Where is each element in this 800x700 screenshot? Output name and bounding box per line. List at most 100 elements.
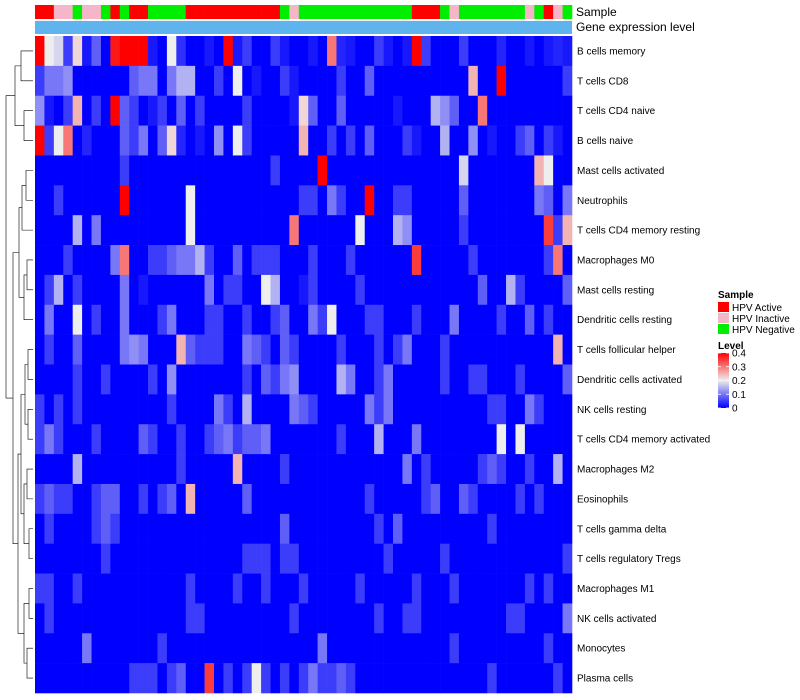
- heatmap-cell: [232, 543, 243, 574]
- sample-annotation-cell: [336, 5, 347, 19]
- heatmap-cell: [100, 573, 111, 604]
- heatmap-cell: [289, 663, 300, 694]
- heatmap-cell: [336, 155, 347, 186]
- row-label: T cells CD4 memory resting: [577, 226, 700, 237]
- dendrogram-branch: [14, 65, 24, 126]
- sample-annotation-cell: [430, 5, 441, 19]
- heatmap-cell: [157, 215, 168, 246]
- heatmap-cell: [317, 215, 328, 246]
- heatmap-cell: [44, 334, 55, 365]
- heatmap-cell: [421, 663, 431, 694]
- heatmap-cell: [327, 65, 337, 97]
- heatmap-cell: [129, 304, 139, 335]
- sample-annotation-cell: [327, 5, 337, 19]
- heatmap-cell: [477, 36, 488, 67]
- heatmap-cell: [317, 513, 328, 544]
- heatmap-cell: [176, 245, 187, 276]
- heatmap-cell: [176, 573, 187, 604]
- heatmap-cell: [393, 274, 403, 306]
- heatmap-cell: [543, 185, 554, 216]
- heatmap-cell: [487, 245, 497, 276]
- heatmap-cell: [119, 274, 130, 306]
- sample-annotation-cell: [440, 5, 450, 19]
- heatmap-cell: [506, 304, 516, 335]
- heatmap-cell: [345, 36, 356, 67]
- heatmap-cell: [449, 36, 460, 67]
- heatmap-cell: [327, 155, 337, 186]
- heatmap-cell: [355, 454, 366, 485]
- heatmap-cell: [251, 573, 262, 604]
- heatmap-cell: [166, 274, 177, 306]
- heatmap-cell: [393, 125, 403, 156]
- heatmap-cell: [543, 245, 554, 276]
- heatmap-cell: [214, 603, 224, 634]
- heatmap-cell: [393, 633, 403, 664]
- heatmap-cell: [411, 633, 422, 664]
- heatmap-cell: [506, 633, 516, 664]
- heatmap-cell: [355, 155, 366, 186]
- heatmap-cell: [100, 185, 111, 216]
- heatmap-cell: [119, 334, 130, 365]
- heatmap-cell: [393, 334, 403, 365]
- row-label: Plasma cells: [577, 674, 633, 685]
- heatmap-cell: [63, 633, 73, 664]
- heatmap-cell: [289, 274, 300, 306]
- heatmap-cell: [430, 454, 441, 485]
- heatmap-cell: [487, 65, 497, 97]
- heatmap-cell: [496, 364, 507, 395]
- heatmap-cell: [383, 483, 394, 515]
- heatmap-cell: [82, 36, 92, 67]
- heatmap-cell: [458, 65, 469, 97]
- heatmap-cell: [242, 245, 252, 276]
- heatmap-cell: [242, 394, 252, 425]
- heatmap-cell: [308, 633, 318, 664]
- heatmap-cell: [440, 65, 450, 97]
- heatmap-cell: [506, 185, 516, 216]
- heatmap-cell: [289, 454, 300, 485]
- heatmap-cell: [430, 185, 441, 216]
- heatmap-cell: [553, 454, 563, 485]
- heatmap-cell: [317, 36, 328, 67]
- heatmap-cell: [157, 36, 168, 67]
- heatmap-cell: [440, 245, 450, 276]
- heatmap-cell: [232, 215, 243, 246]
- heatmap-cell: [496, 543, 507, 574]
- sample-annotation-cell: [53, 5, 64, 19]
- heatmap-cell: [458, 394, 469, 425]
- heatmap-cell: [214, 513, 224, 544]
- heatmap-cell: [63, 36, 73, 67]
- sample-annotation-cell: [562, 5, 573, 19]
- heatmap-cell: [100, 663, 111, 694]
- heatmap-cell: [543, 483, 554, 515]
- heatmap-cell: [449, 274, 460, 306]
- heatmap-cell: [119, 95, 130, 126]
- heatmap-cell: [364, 513, 375, 544]
- heatmap-cell: [138, 274, 149, 306]
- heatmap-cell: [251, 304, 262, 335]
- heatmap-cell: [72, 454, 83, 485]
- heatmap-cell: [148, 304, 158, 335]
- dendrogram-branch: [5, 95, 15, 399]
- heatmap-cell: [110, 394, 121, 425]
- heatmap-cell: [411, 95, 422, 126]
- heatmap-cell: [289, 394, 300, 425]
- heatmap-cell: [214, 364, 224, 395]
- heatmap-cell: [345, 215, 356, 246]
- heatmap-cell: [364, 95, 375, 126]
- heatmap-cell: [468, 125, 479, 156]
- heatmap-cell: [53, 95, 64, 126]
- heatmap-cell: [82, 603, 92, 634]
- heatmap-cell: [138, 573, 149, 604]
- heatmap-cell: [138, 185, 149, 216]
- row-label: NK cells resting: [577, 405, 646, 416]
- heatmap-cell: [35, 573, 45, 604]
- heatmap-cell: [129, 36, 139, 67]
- heatmap-cell: [449, 454, 460, 485]
- heatmap-cell: [195, 513, 205, 544]
- heatmap-cell: [562, 603, 573, 634]
- heatmap-cell: [553, 95, 563, 126]
- heatmap-cell: [553, 125, 563, 156]
- heatmap-cell: [374, 483, 384, 515]
- legend-sample-label: HPV Inactive: [732, 314, 790, 325]
- heatmap-cell: [195, 603, 205, 634]
